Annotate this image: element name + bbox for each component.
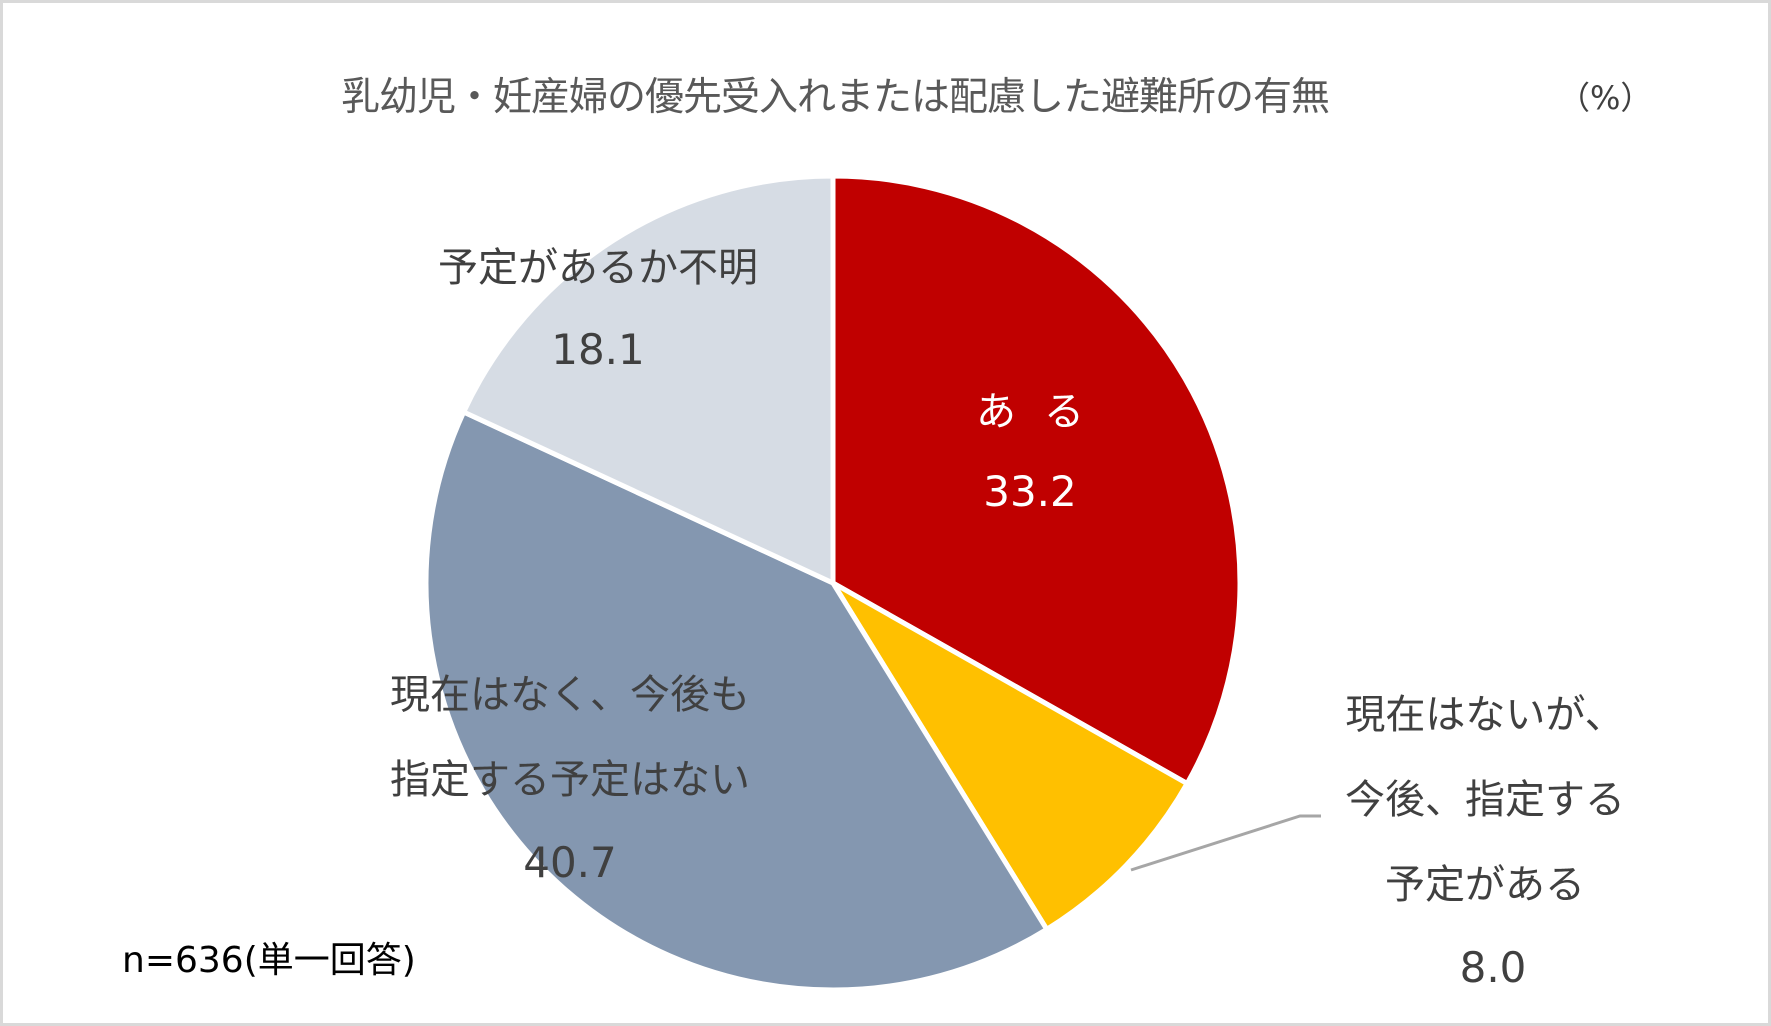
slice-value-planned: 8.0 bbox=[1459, 943, 1527, 992]
slice-label-planned-line1: 現在はないが、 bbox=[1345, 692, 1625, 738]
leader-line bbox=[1130, 814, 1321, 872]
slice-label-planned-line2: 今後、指定する bbox=[1345, 777, 1625, 823]
slice-label-no-plan-line2: 指定する予定はない bbox=[390, 757, 750, 803]
slice-value-unknown: 18.1 bbox=[551, 325, 645, 374]
slice-label-unknown: 予定があるか不明 bbox=[438, 245, 758, 291]
sample-size-note: n=636(単一回答) bbox=[122, 940, 416, 981]
pie-slice bbox=[830, 580, 1190, 932]
unit-label: （%） bbox=[1558, 79, 1653, 117]
pie-slice bbox=[423, 409, 1050, 993]
slice-label-planned-line3: 予定がある bbox=[1385, 862, 1585, 908]
pie-slice bbox=[461, 173, 836, 586]
category-name: ある bbox=[976, 389, 1112, 435]
pie-slice bbox=[830, 173, 1243, 787]
slice-value-no-plan: 40.7 bbox=[523, 838, 617, 887]
pie-slices bbox=[423, 173, 1243, 993]
slice-label-aru: ある bbox=[976, 387, 1084, 437]
slice-value-aru: 33.2 bbox=[983, 467, 1077, 516]
chart-title: 乳幼児・妊産婦の優先受入れまたは配慮した避難所の有無 bbox=[341, 75, 1330, 120]
slice-label-no-plan-line1: 現在はなく、今後も bbox=[390, 672, 750, 718]
